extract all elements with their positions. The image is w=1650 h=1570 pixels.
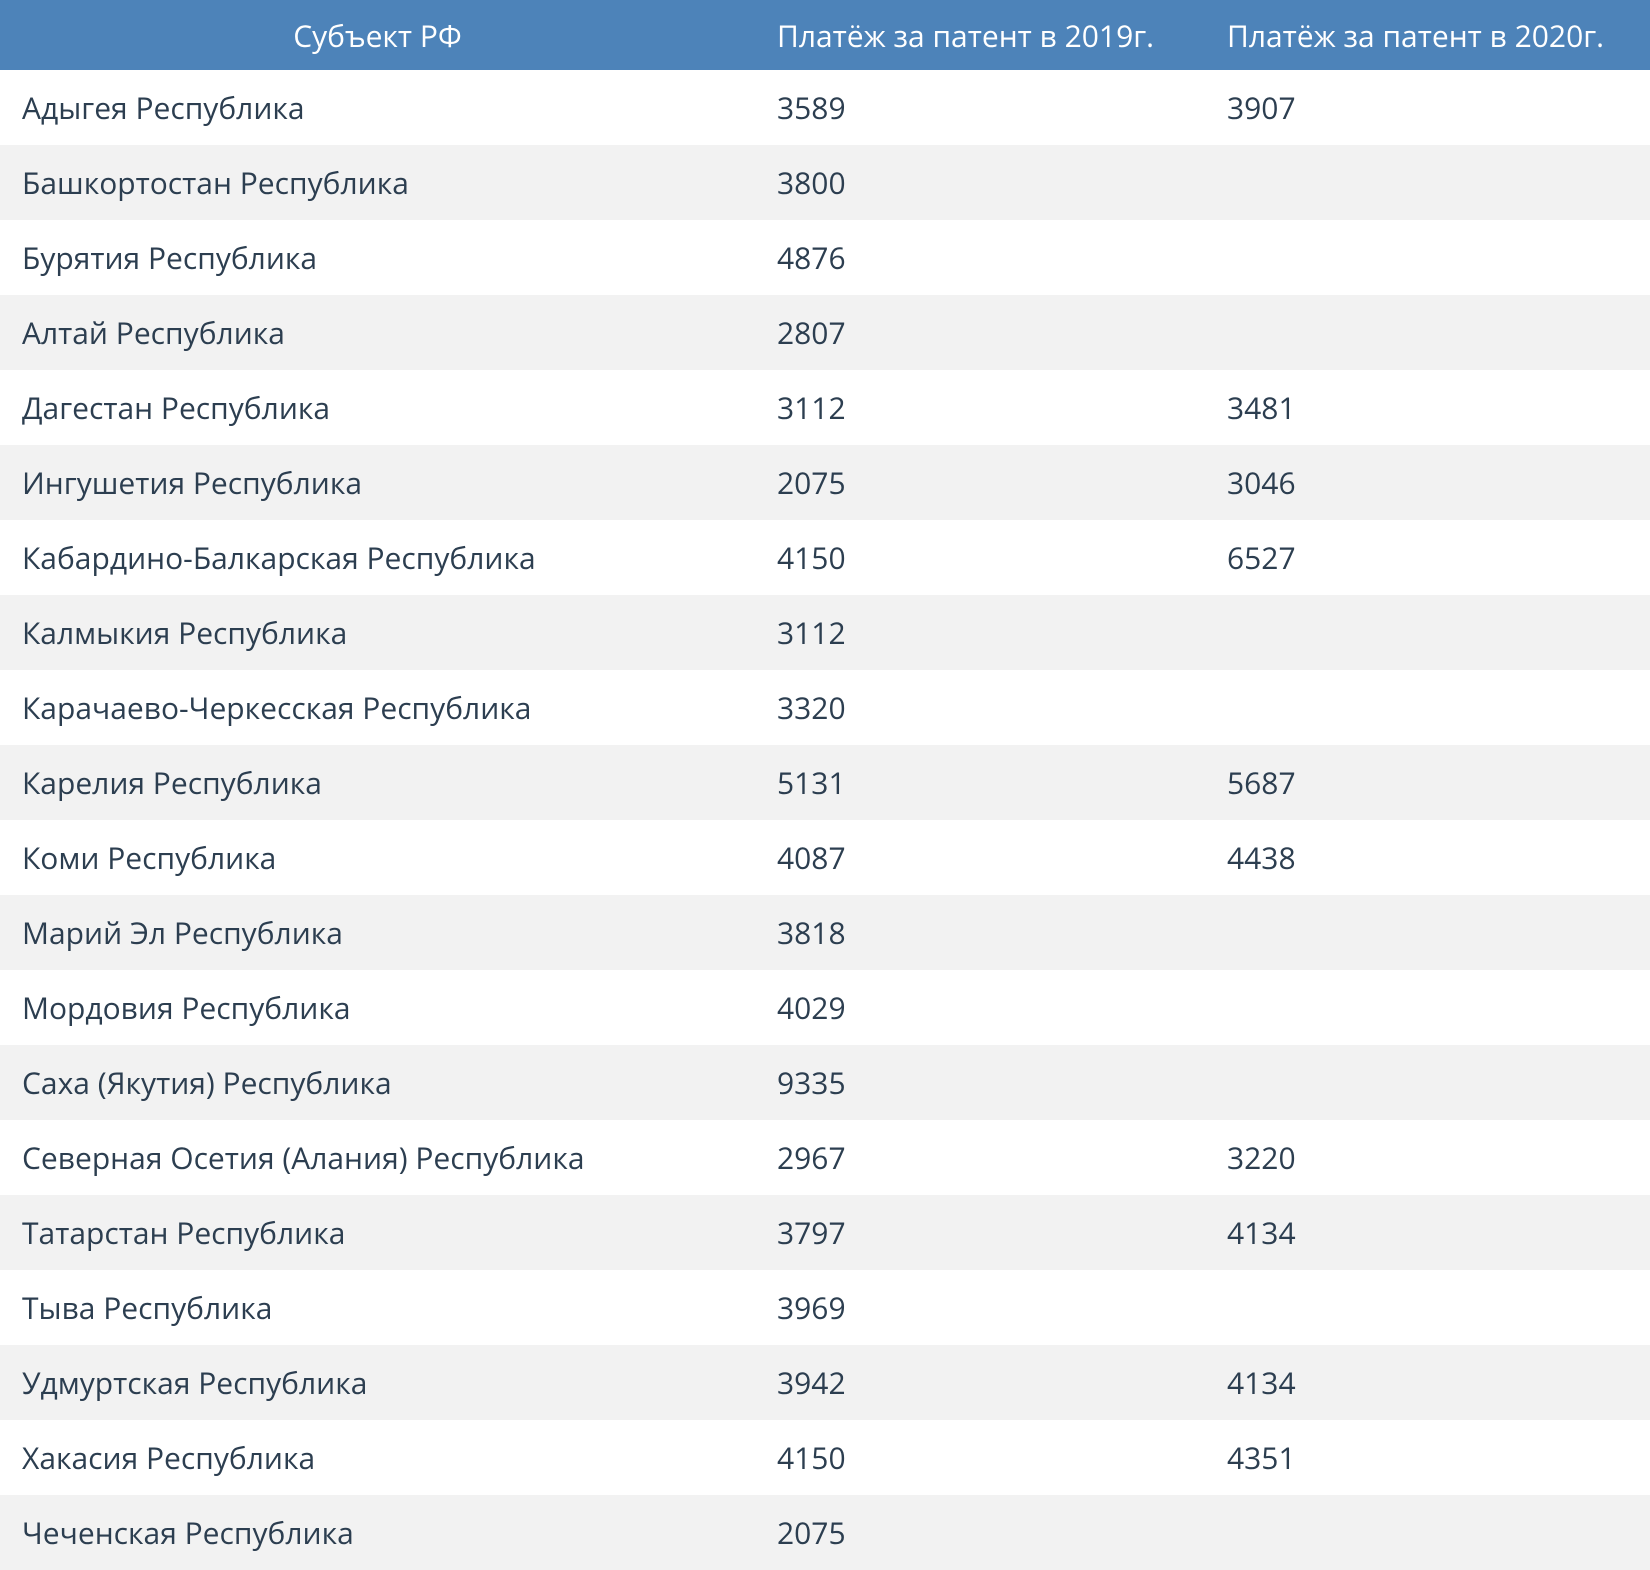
table-cell: 3969 [755,1270,1205,1345]
table-column-header: Платёж за патент в 2019г. [755,0,1205,70]
table-cell: Чеченская Республика [0,1495,755,1570]
table-cell: Кабардино-Балкарская Республика [0,520,755,595]
table-cell [1205,295,1650,370]
table-cell [1205,895,1650,970]
table-cell: 3112 [755,595,1205,670]
table-row: Калмыкия Республика3112 [0,595,1650,670]
table-row: Северная Осетия (Алания) Республика29673… [0,1120,1650,1195]
table-cell [1205,1270,1650,1345]
table-cell: Хакасия Республика [0,1420,755,1495]
table-cell: 4150 [755,1420,1205,1495]
table-cell [1205,595,1650,670]
table-row: Марий Эл Республика3818 [0,895,1650,970]
table-cell: Бурятия Республика [0,220,755,295]
table-cell: Татарстан Республика [0,1195,755,1270]
table-cell: Удмуртская Республика [0,1345,755,1420]
table-row: Ингушетия Республика20753046 [0,445,1650,520]
table-cell: Северная Осетия (Алания) Республика [0,1120,755,1195]
table-cell: 5131 [755,745,1205,820]
table-cell: 4087 [755,820,1205,895]
table-row: Бурятия Республика4876 [0,220,1650,295]
table-cell: Мордовия Республика [0,970,755,1045]
table-cell: 2807 [755,295,1205,370]
table-cell: Калмыкия Республика [0,595,755,670]
table-cell [1205,670,1650,745]
table-cell: 3942 [755,1345,1205,1420]
table-cell: 5687 [1205,745,1650,820]
table-column-header: Платёж за патент в 2020г. [1205,0,1650,70]
table-cell [1205,1495,1650,1570]
table-row: Карачаево-Черкесская Республика3320 [0,670,1650,745]
table-cell [1205,220,1650,295]
table-row: Чеченская Республика2075 [0,1495,1650,1570]
table-row: Алтай Республика2807 [0,295,1650,370]
patent-payments-table: Субъект РФПлатёж за патент в 2019г.Платё… [0,0,1650,1570]
table-row: Коми Республика40874438 [0,820,1650,895]
table-cell: 9335 [755,1045,1205,1120]
table-cell: Ингушетия Республика [0,445,755,520]
table-cell: 3818 [755,895,1205,970]
table-cell: 4134 [1205,1345,1650,1420]
table-cell: 3800 [755,145,1205,220]
table-cell: Дагестан Республика [0,370,755,445]
table-cell: 4876 [755,220,1205,295]
table-cell: Тыва Республика [0,1270,755,1345]
table-cell: 3046 [1205,445,1650,520]
table-cell: Карелия Республика [0,745,755,820]
table-cell: 2967 [755,1120,1205,1195]
table-cell: 3481 [1205,370,1650,445]
table-column-header: Субъект РФ [0,0,755,70]
table-body: Адыгея Республика35893907Башкортостан Ре… [0,70,1650,1570]
table-row: Саха (Якутия) Республика9335 [0,1045,1650,1120]
table-row: Татарстан Республика37974134 [0,1195,1650,1270]
table-cell: Коми Республика [0,820,755,895]
table-cell: Марий Эл Республика [0,895,755,970]
table-cell: 4351 [1205,1420,1650,1495]
table-container: Субъект РФПлатёж за патент в 2019г.Платё… [0,0,1650,1570]
table-cell [1205,1045,1650,1120]
table-header-row: Субъект РФПлатёж за патент в 2019г.Платё… [0,0,1650,70]
table-cell: 3112 [755,370,1205,445]
table-cell: Башкортостан Республика [0,145,755,220]
table-cell: Саха (Якутия) Республика [0,1045,755,1120]
table-row: Дагестан Республика31123481 [0,370,1650,445]
table-row: Адыгея Республика35893907 [0,70,1650,145]
table-cell: 3797 [755,1195,1205,1270]
table-row: Кабардино-Балкарская Республика41506527 [0,520,1650,595]
table-cell [1205,970,1650,1045]
table-cell: 4029 [755,970,1205,1045]
table-row: Мордовия Республика4029 [0,970,1650,1045]
table-row: Башкортостан Республика3800 [0,145,1650,220]
table-cell: 2075 [755,445,1205,520]
table-cell: 4438 [1205,820,1650,895]
table-cell: 3589 [755,70,1205,145]
table-row: Удмуртская Республика39424134 [0,1345,1650,1420]
table-cell: 4134 [1205,1195,1650,1270]
table-cell [1205,145,1650,220]
table-cell: Карачаево-Черкесская Республика [0,670,755,745]
table-cell: 4150 [755,520,1205,595]
table-row: Хакасия Республика41504351 [0,1420,1650,1495]
table-cell: 3907 [1205,70,1650,145]
table-header: Субъект РФПлатёж за патент в 2019г.Платё… [0,0,1650,70]
table-row: Карелия Республика51315687 [0,745,1650,820]
table-cell: 6527 [1205,520,1650,595]
table-cell: 2075 [755,1495,1205,1570]
table-cell: 3320 [755,670,1205,745]
table-row: Тыва Республика3969 [0,1270,1650,1345]
table-cell: Алтай Республика [0,295,755,370]
table-cell: 3220 [1205,1120,1650,1195]
table-cell: Адыгея Республика [0,70,755,145]
